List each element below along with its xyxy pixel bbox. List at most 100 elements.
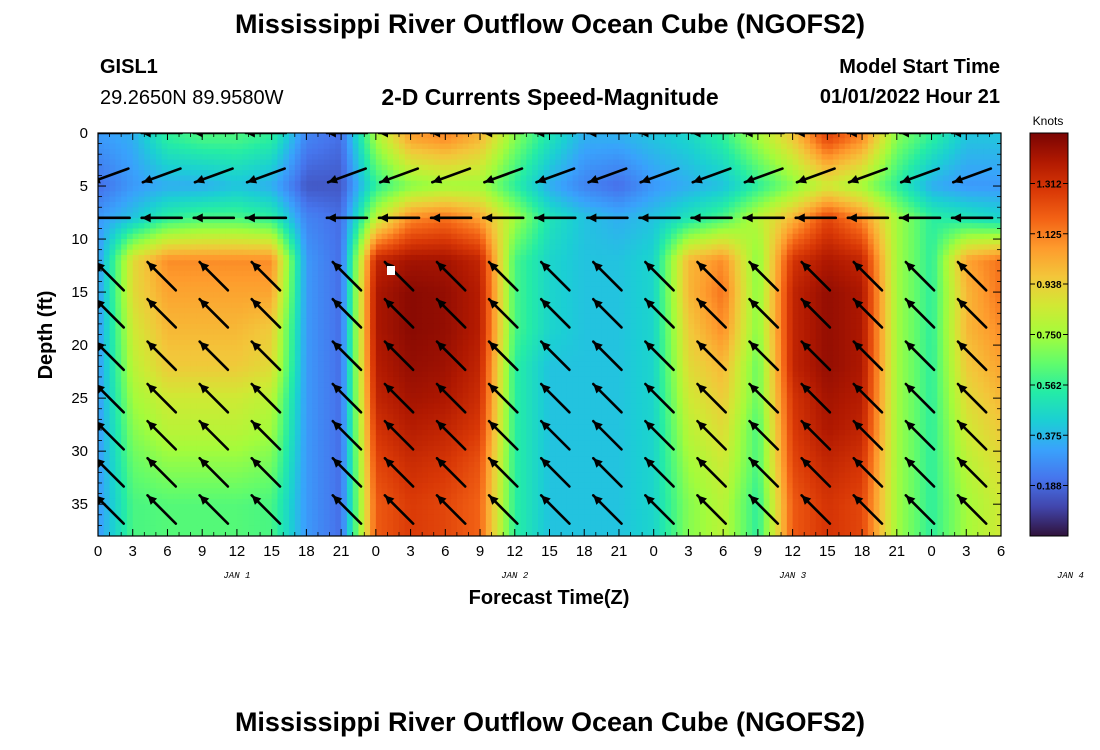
heatmap-cell bbox=[989, 228, 996, 235]
heatmap-cell bbox=[248, 217, 255, 224]
heatmap-cell bbox=[277, 159, 284, 166]
heatmap-cell bbox=[167, 207, 174, 214]
heatmap-cell bbox=[728, 138, 736, 145]
heatmap-cell bbox=[653, 133, 661, 139]
heatmap-cell bbox=[179, 212, 186, 219]
heatmap-cell bbox=[728, 170, 736, 177]
heatmap-cell bbox=[647, 292, 655, 298]
heatmap-cell bbox=[590, 223, 597, 230]
heatmap-cell bbox=[636, 207, 643, 214]
heatmap-cell bbox=[445, 154, 452, 161]
heatmap-cell bbox=[804, 260, 811, 267]
heatmap-cell bbox=[109, 228, 116, 235]
heatmap-cell bbox=[393, 239, 400, 245]
heatmap-cell bbox=[422, 201, 429, 208]
heatmap-cell bbox=[844, 159, 852, 166]
heatmap-cell bbox=[607, 217, 614, 224]
heatmap-cell bbox=[399, 186, 406, 192]
heatmap-cell bbox=[786, 286, 794, 293]
heatmap-cell bbox=[809, 239, 817, 245]
heatmap-cell bbox=[144, 217, 151, 224]
heatmap-cell bbox=[161, 180, 169, 187]
heatmap-cell bbox=[763, 265, 771, 272]
heatmap-cell bbox=[966, 244, 973, 251]
heatmap-cell bbox=[445, 143, 452, 150]
heatmap-cell bbox=[375, 249, 383, 256]
heatmap-cell bbox=[659, 223, 666, 230]
heatmap-cell bbox=[613, 148, 620, 155]
heatmap-cell bbox=[236, 164, 244, 171]
heatmap-cell bbox=[775, 201, 782, 208]
heatmap-cell bbox=[155, 196, 163, 203]
heatmap-cell bbox=[624, 164, 632, 171]
heatmap-cell bbox=[636, 154, 643, 161]
heatmap-cell bbox=[937, 143, 944, 150]
heatmap-cell bbox=[335, 260, 342, 267]
heatmap-cell bbox=[781, 201, 788, 208]
heatmap-cell bbox=[636, 159, 643, 166]
heatmap-cell bbox=[329, 270, 336, 277]
heatmap-cell bbox=[219, 138, 226, 145]
heatmap-cell bbox=[480, 143, 487, 150]
heatmap-cell bbox=[723, 159, 730, 166]
heatmap-cell bbox=[503, 201, 510, 208]
heatmap-cell bbox=[728, 180, 736, 187]
heatmap-cell bbox=[862, 244, 869, 251]
heatmap-cell bbox=[236, 276, 244, 283]
heatmap-cell bbox=[126, 244, 134, 251]
heatmap-cell bbox=[346, 223, 354, 230]
heatmap-cell bbox=[914, 217, 921, 224]
heatmap-cell bbox=[225, 281, 232, 288]
heatmap-cell bbox=[717, 196, 724, 203]
heatmap-cell bbox=[838, 228, 846, 235]
heatmap-cell bbox=[468, 292, 475, 298]
heatmap-cell bbox=[561, 292, 568, 298]
heatmap-cell bbox=[607, 260, 614, 267]
heatmap-cell bbox=[630, 249, 637, 256]
heatmap-cell bbox=[456, 175, 464, 182]
heatmap-cell bbox=[694, 233, 701, 240]
heatmap-cell bbox=[254, 133, 261, 139]
heatmap-cell bbox=[213, 138, 221, 145]
heatmap-cell bbox=[804, 148, 811, 155]
heatmap-cell bbox=[277, 265, 284, 272]
heatmap-cell bbox=[827, 143, 834, 150]
heatmap-cell bbox=[757, 143, 765, 150]
heatmap-cell bbox=[480, 244, 487, 251]
heatmap-cell bbox=[121, 164, 128, 171]
heatmap-cell bbox=[873, 223, 881, 230]
heatmap-cell bbox=[242, 228, 250, 235]
heatmap-cell bbox=[827, 201, 834, 208]
heatmap-cell bbox=[746, 138, 753, 145]
heatmap-cell bbox=[856, 186, 863, 192]
heatmap-cell bbox=[254, 201, 261, 208]
heatmap-cell bbox=[370, 233, 377, 240]
heatmap-cell bbox=[960, 223, 967, 230]
heatmap-cell bbox=[219, 292, 226, 298]
heatmap-cell bbox=[653, 254, 661, 261]
heatmap-cell bbox=[381, 223, 389, 230]
heatmap-cell bbox=[526, 191, 533, 198]
heatmap-cell bbox=[584, 244, 591, 251]
heatmap-cell bbox=[578, 191, 585, 198]
heatmap-cell bbox=[954, 138, 962, 145]
heatmap-cell bbox=[960, 260, 967, 267]
heatmap-cell bbox=[184, 201, 192, 208]
heatmap-cell bbox=[358, 186, 365, 192]
heatmap-cell bbox=[815, 180, 823, 187]
heatmap-cell bbox=[231, 191, 238, 198]
heatmap-cell bbox=[572, 276, 580, 283]
heatmap-cell bbox=[908, 270, 915, 277]
heatmap-cell bbox=[937, 265, 944, 272]
heatmap-cell bbox=[126, 138, 134, 145]
heatmap-cell bbox=[121, 260, 128, 267]
heatmap-cell bbox=[260, 143, 267, 150]
heatmap-cell bbox=[462, 292, 470, 298]
heatmap-cell bbox=[653, 260, 661, 267]
heatmap-cell bbox=[532, 207, 539, 214]
heatmap-cell bbox=[977, 175, 985, 182]
heatmap-cell bbox=[879, 138, 886, 145]
heatmap-cell bbox=[815, 239, 823, 245]
heatmap-cell bbox=[236, 186, 244, 192]
heatmap-cell bbox=[700, 207, 707, 214]
